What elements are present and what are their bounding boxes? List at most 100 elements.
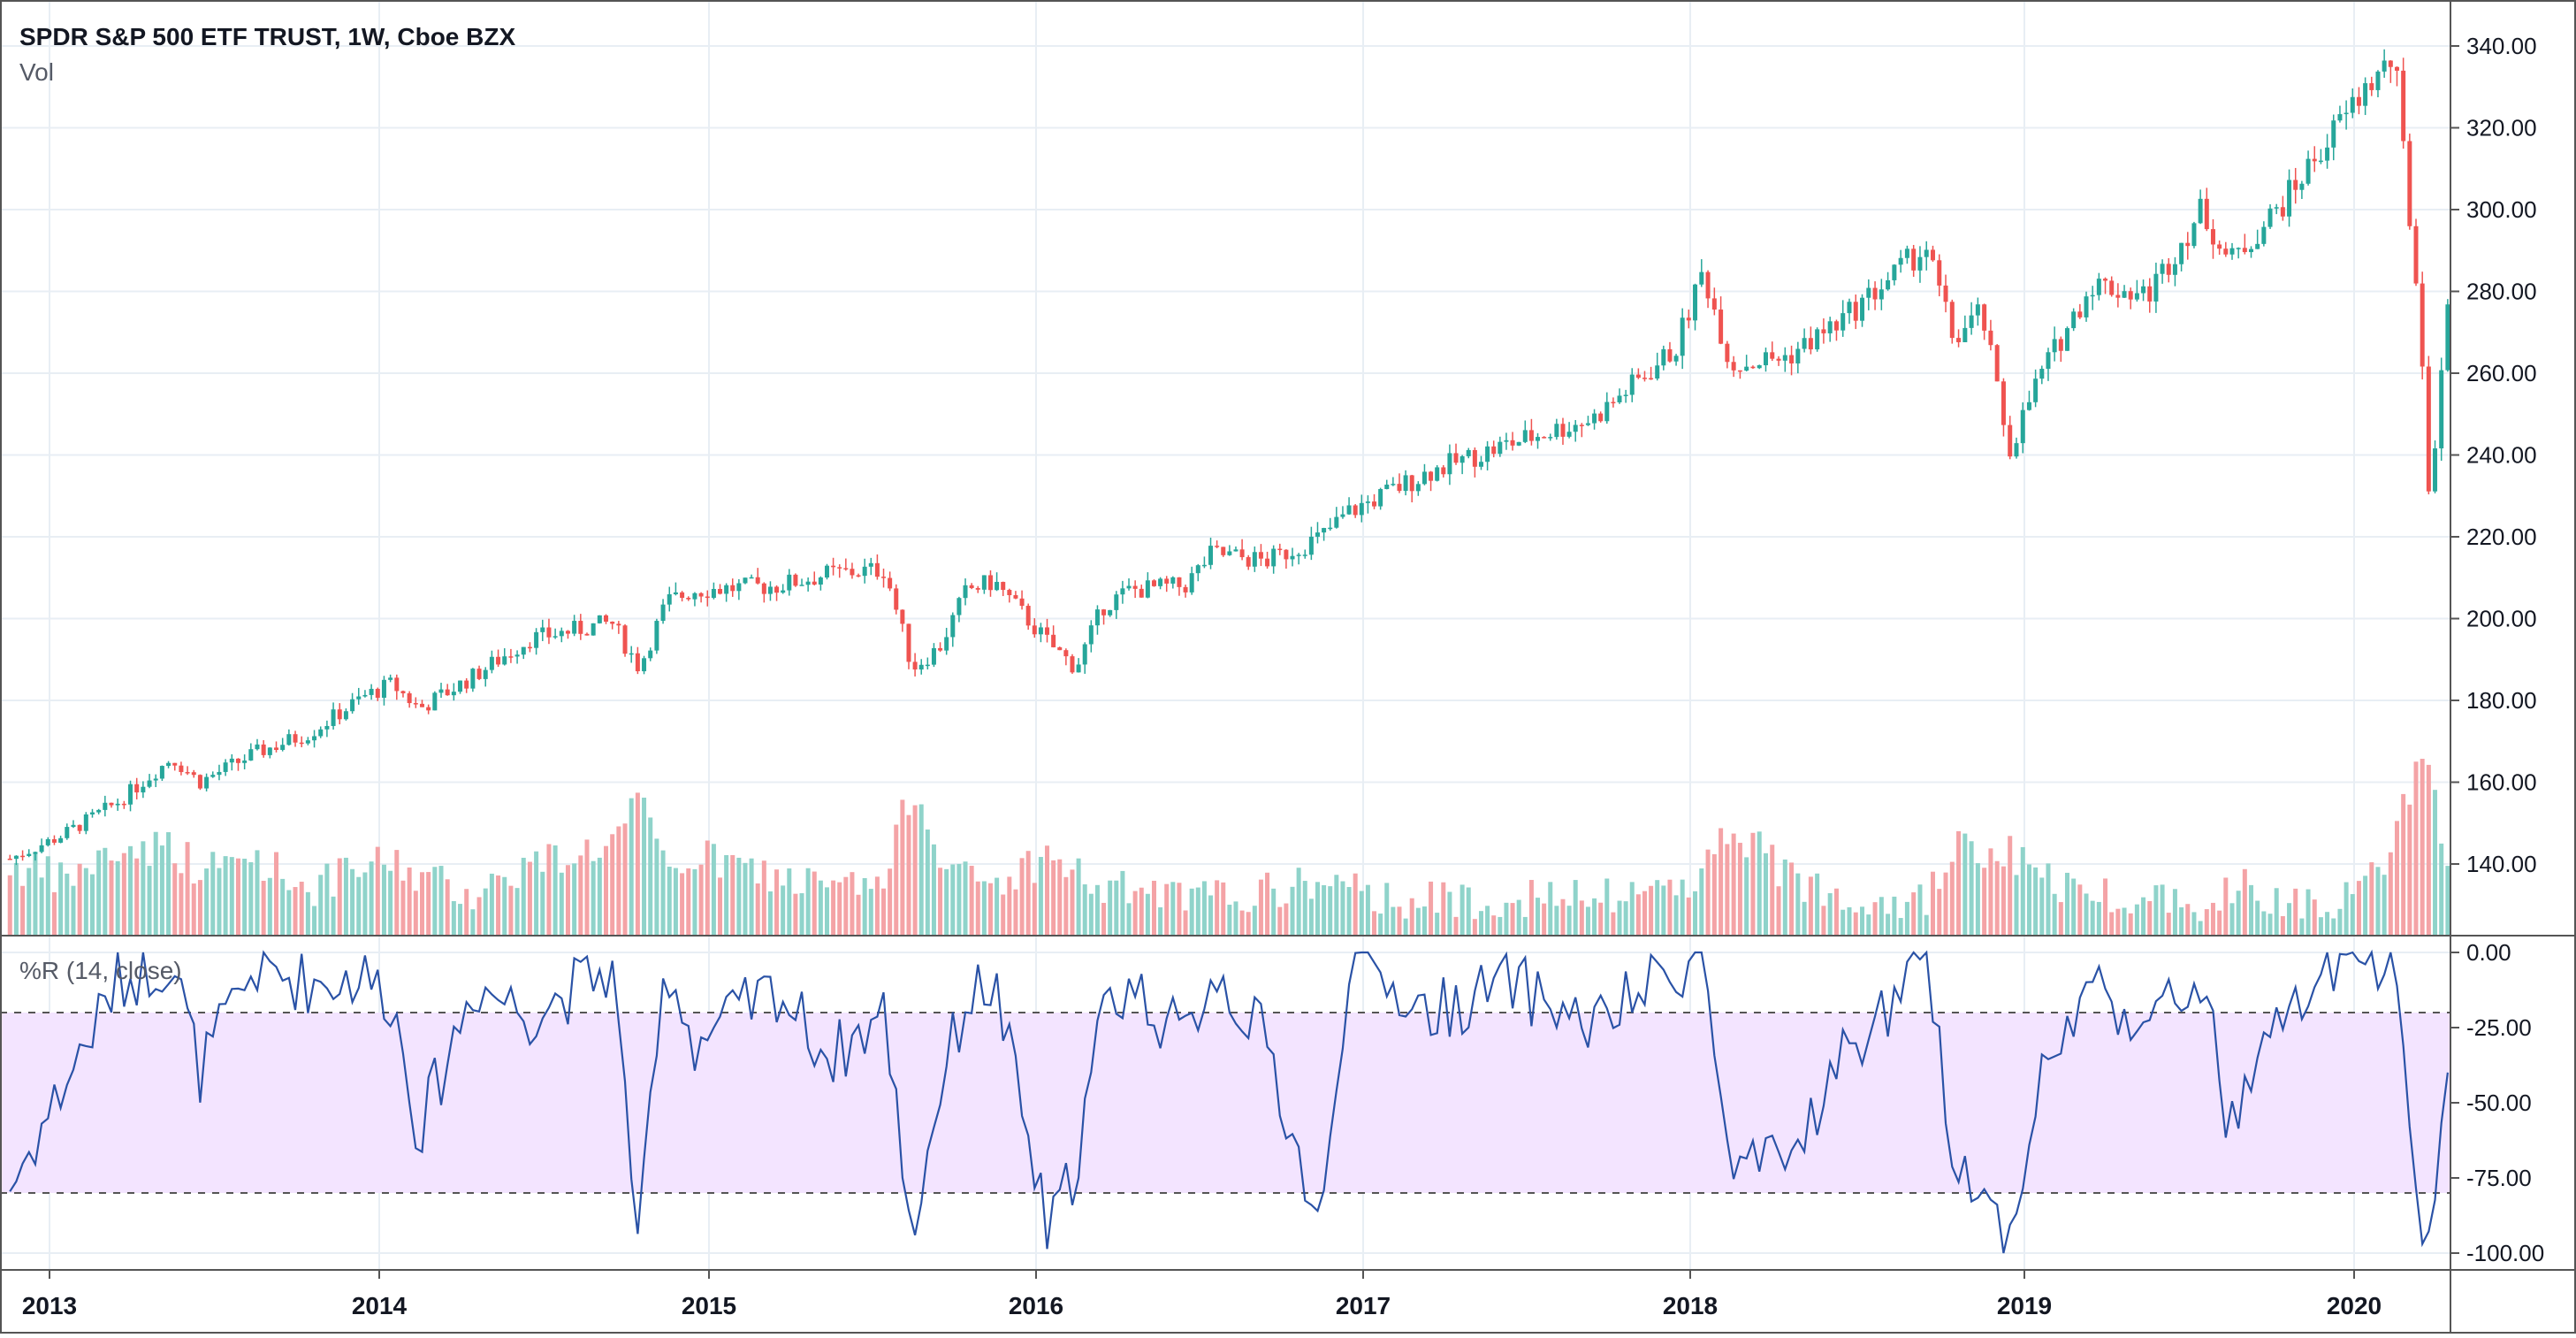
volume-bar: [1328, 886, 1333, 936]
volume-bars: [7, 759, 2450, 936]
candle-body: [1763, 352, 1768, 366]
volume-bar: [1101, 902, 1107, 936]
volume-bar: [2261, 911, 2267, 936]
volume-bar: [521, 857, 526, 936]
volume-bar: [217, 868, 222, 936]
candle-body: [2008, 424, 2013, 457]
candle-body: [1975, 304, 1980, 316]
candle-body: [128, 784, 133, 805]
candle-body: [2305, 158, 2311, 184]
candle-body: [1686, 317, 1691, 321]
volume-bar: [635, 792, 640, 936]
volume-bar: [2172, 889, 2177, 936]
volume-bar: [312, 906, 317, 936]
volume-bar: [1315, 882, 1320, 936]
volume-bar: [394, 850, 400, 936]
candle-body: [2267, 208, 2273, 227]
candle-body: [774, 586, 780, 593]
volume-bar: [210, 852, 216, 936]
candle-body: [1821, 329, 1826, 333]
candle-body: [394, 677, 400, 692]
candle-body: [197, 775, 202, 789]
candle-body: [1579, 424, 1584, 426]
candle-body: [1592, 413, 1597, 424]
volume-bar: [381, 864, 386, 936]
volume-bar: [1911, 892, 1917, 936]
candle-body: [1183, 586, 1188, 593]
candle-body: [362, 694, 368, 697]
candle-body: [540, 627, 545, 632]
volume-bar: [274, 852, 279, 936]
volume-bar: [736, 857, 742, 936]
candle-body: [1070, 656, 1075, 673]
volume-bar: [1994, 860, 2000, 936]
candle-body: [388, 677, 393, 680]
volume-bar: [1892, 896, 1897, 936]
volume-bar: [2255, 900, 2260, 936]
volume-bar: [1170, 882, 1176, 936]
candle-body: [1585, 423, 1590, 425]
volume-bar: [2433, 790, 2438, 936]
volume-bar: [2096, 901, 2101, 936]
volume-bar: [2249, 884, 2254, 936]
candle-body: [553, 636, 558, 638]
volume-bar: [502, 876, 507, 936]
volume-bar: [2191, 912, 2197, 936]
volume-bar: [1441, 882, 1446, 936]
volume-bar: [185, 842, 190, 936]
volume-bar: [718, 877, 723, 936]
volume-bar: [2115, 908, 2121, 936]
candle-body: [1007, 590, 1012, 596]
candle-body: [7, 858, 12, 860]
volume-bar: [2318, 917, 2323, 936]
candle-body: [65, 827, 70, 838]
candle-body: [2344, 112, 2349, 115]
candle-body: [1750, 366, 1756, 369]
volume-bar: [476, 897, 482, 936]
candle-body: [1435, 467, 1440, 481]
candle-body: [874, 562, 880, 577]
volume-bar: [197, 880, 202, 936]
volume-bar: [261, 880, 266, 936]
volume-bar: [616, 826, 621, 936]
volume-bar: [1252, 906, 1257, 936]
volume-bar: [1757, 831, 1762, 936]
candle-body: [1841, 313, 1846, 331]
volume-bar: [1744, 857, 1749, 936]
volume-bar: [1070, 869, 1075, 936]
candle-body: [2433, 448, 2438, 492]
price-tick-label: 280.00: [2466, 279, 2537, 305]
volume-bar: [1145, 893, 1150, 936]
candle-body: [1789, 355, 1795, 363]
candle-body: [508, 656, 514, 658]
candle-body: [565, 631, 570, 634]
volume-bar: [1215, 880, 1220, 936]
candle-body: [1265, 558, 1270, 567]
candle-body: [1013, 595, 1018, 599]
volume-bar: [1466, 887, 1471, 936]
candle-body: [1302, 554, 1307, 556]
volume-bar: [1088, 893, 1094, 936]
candle-body: [2356, 96, 2361, 106]
candle-body: [267, 747, 272, 755]
volume-bar: [1051, 860, 1056, 936]
candle-body: [1429, 471, 1434, 481]
volume-bar: [1429, 881, 1434, 936]
volume-bar: [1560, 898, 1566, 936]
candle-body: [1019, 598, 1025, 607]
candle-body: [900, 609, 905, 624]
candle-body: [185, 772, 190, 774]
volume-bar: [1195, 887, 1200, 936]
candle-body: [824, 565, 829, 578]
candle-body: [1911, 248, 1917, 271]
candle-body: [1510, 440, 1515, 446]
volume-bar: [2280, 915, 2285, 936]
candle-body: [1258, 552, 1263, 559]
candle-body: [1076, 664, 1081, 673]
volume-bar: [39, 877, 44, 936]
volume-bar: [1821, 906, 1826, 936]
candle-body: [2280, 207, 2285, 217]
candle-body: [1560, 424, 1566, 437]
volume-bar: [1478, 911, 1483, 936]
